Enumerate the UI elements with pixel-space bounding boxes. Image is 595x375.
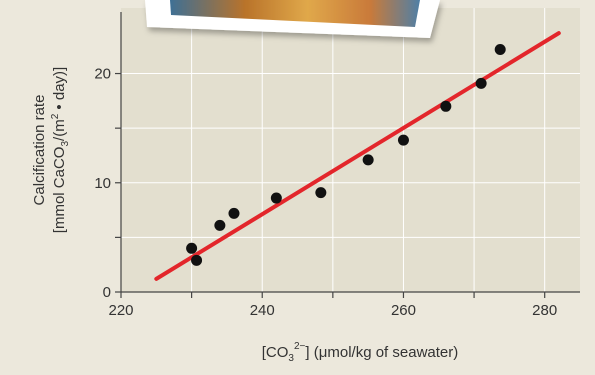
- x-axis-label-prefix: [CO: [262, 344, 289, 361]
- axes: [115, 12, 580, 298]
- y-axis-label-line2-mid: /(m: [51, 119, 68, 141]
- y-axis-label-line2-prefix: [mmol CaCO: [51, 147, 68, 234]
- x-tick-label-240: 240: [250, 302, 275, 319]
- y-tick-label-10: 10: [94, 175, 111, 192]
- data-point-9: [440, 100, 452, 112]
- data-point-6: [315, 187, 327, 199]
- svg-text:[mmol CaCO3/(m2 • day)]: [mmol CaCO3/(m2 • day)]: [50, 67, 71, 233]
- data-point-4: [228, 207, 240, 219]
- data-point-1: [186, 242, 198, 254]
- coral-reef-photo: [145, 0, 440, 38]
- y-axis-label-line2-suffix: • day)]: [51, 67, 68, 114]
- svg-text:Calcification rate: Calcification rate: [31, 95, 48, 206]
- tick-labels: 220 240 260 280 0 10 20: [94, 66, 557, 319]
- plot-area: [121, 8, 580, 292]
- y-tick-label-0: 0: [103, 284, 111, 301]
- regression-line: [154, 31, 561, 281]
- data-point-2: [191, 254, 203, 266]
- x-axis-label-suffix: ] (μmol/kg of seawater): [305, 344, 458, 361]
- y-axis-label: Calcification rate [mmol CaCO3/(m2 • day…: [31, 67, 71, 233]
- x-tick-label-260: 260: [391, 302, 416, 319]
- data-point-8: [397, 134, 409, 146]
- x-tick-label-280: 280: [532, 302, 557, 319]
- x-axis-label-sub: 3: [288, 353, 294, 364]
- data-point-7: [362, 154, 374, 166]
- data-point-11: [494, 44, 506, 56]
- data-point-10: [475, 77, 487, 89]
- data-points: [186, 44, 506, 266]
- y-axis-label-line2-sub: 3: [60, 141, 71, 147]
- data-point-5: [270, 192, 282, 204]
- x-tick-label-220: 220: [108, 302, 133, 319]
- grid-lines: [121, 8, 580, 292]
- x-axis-label: [CO32−] (μmol/kg of seawater): [262, 341, 459, 364]
- y-axis-label-line1: Calcification rate: [31, 95, 48, 206]
- data-point-3: [214, 219, 226, 231]
- y-tick-label-20: 20: [94, 66, 111, 83]
- x-axis-label-sup: 2−: [294, 341, 306, 352]
- y-axis-label-line2-sup: 2: [50, 113, 61, 119]
